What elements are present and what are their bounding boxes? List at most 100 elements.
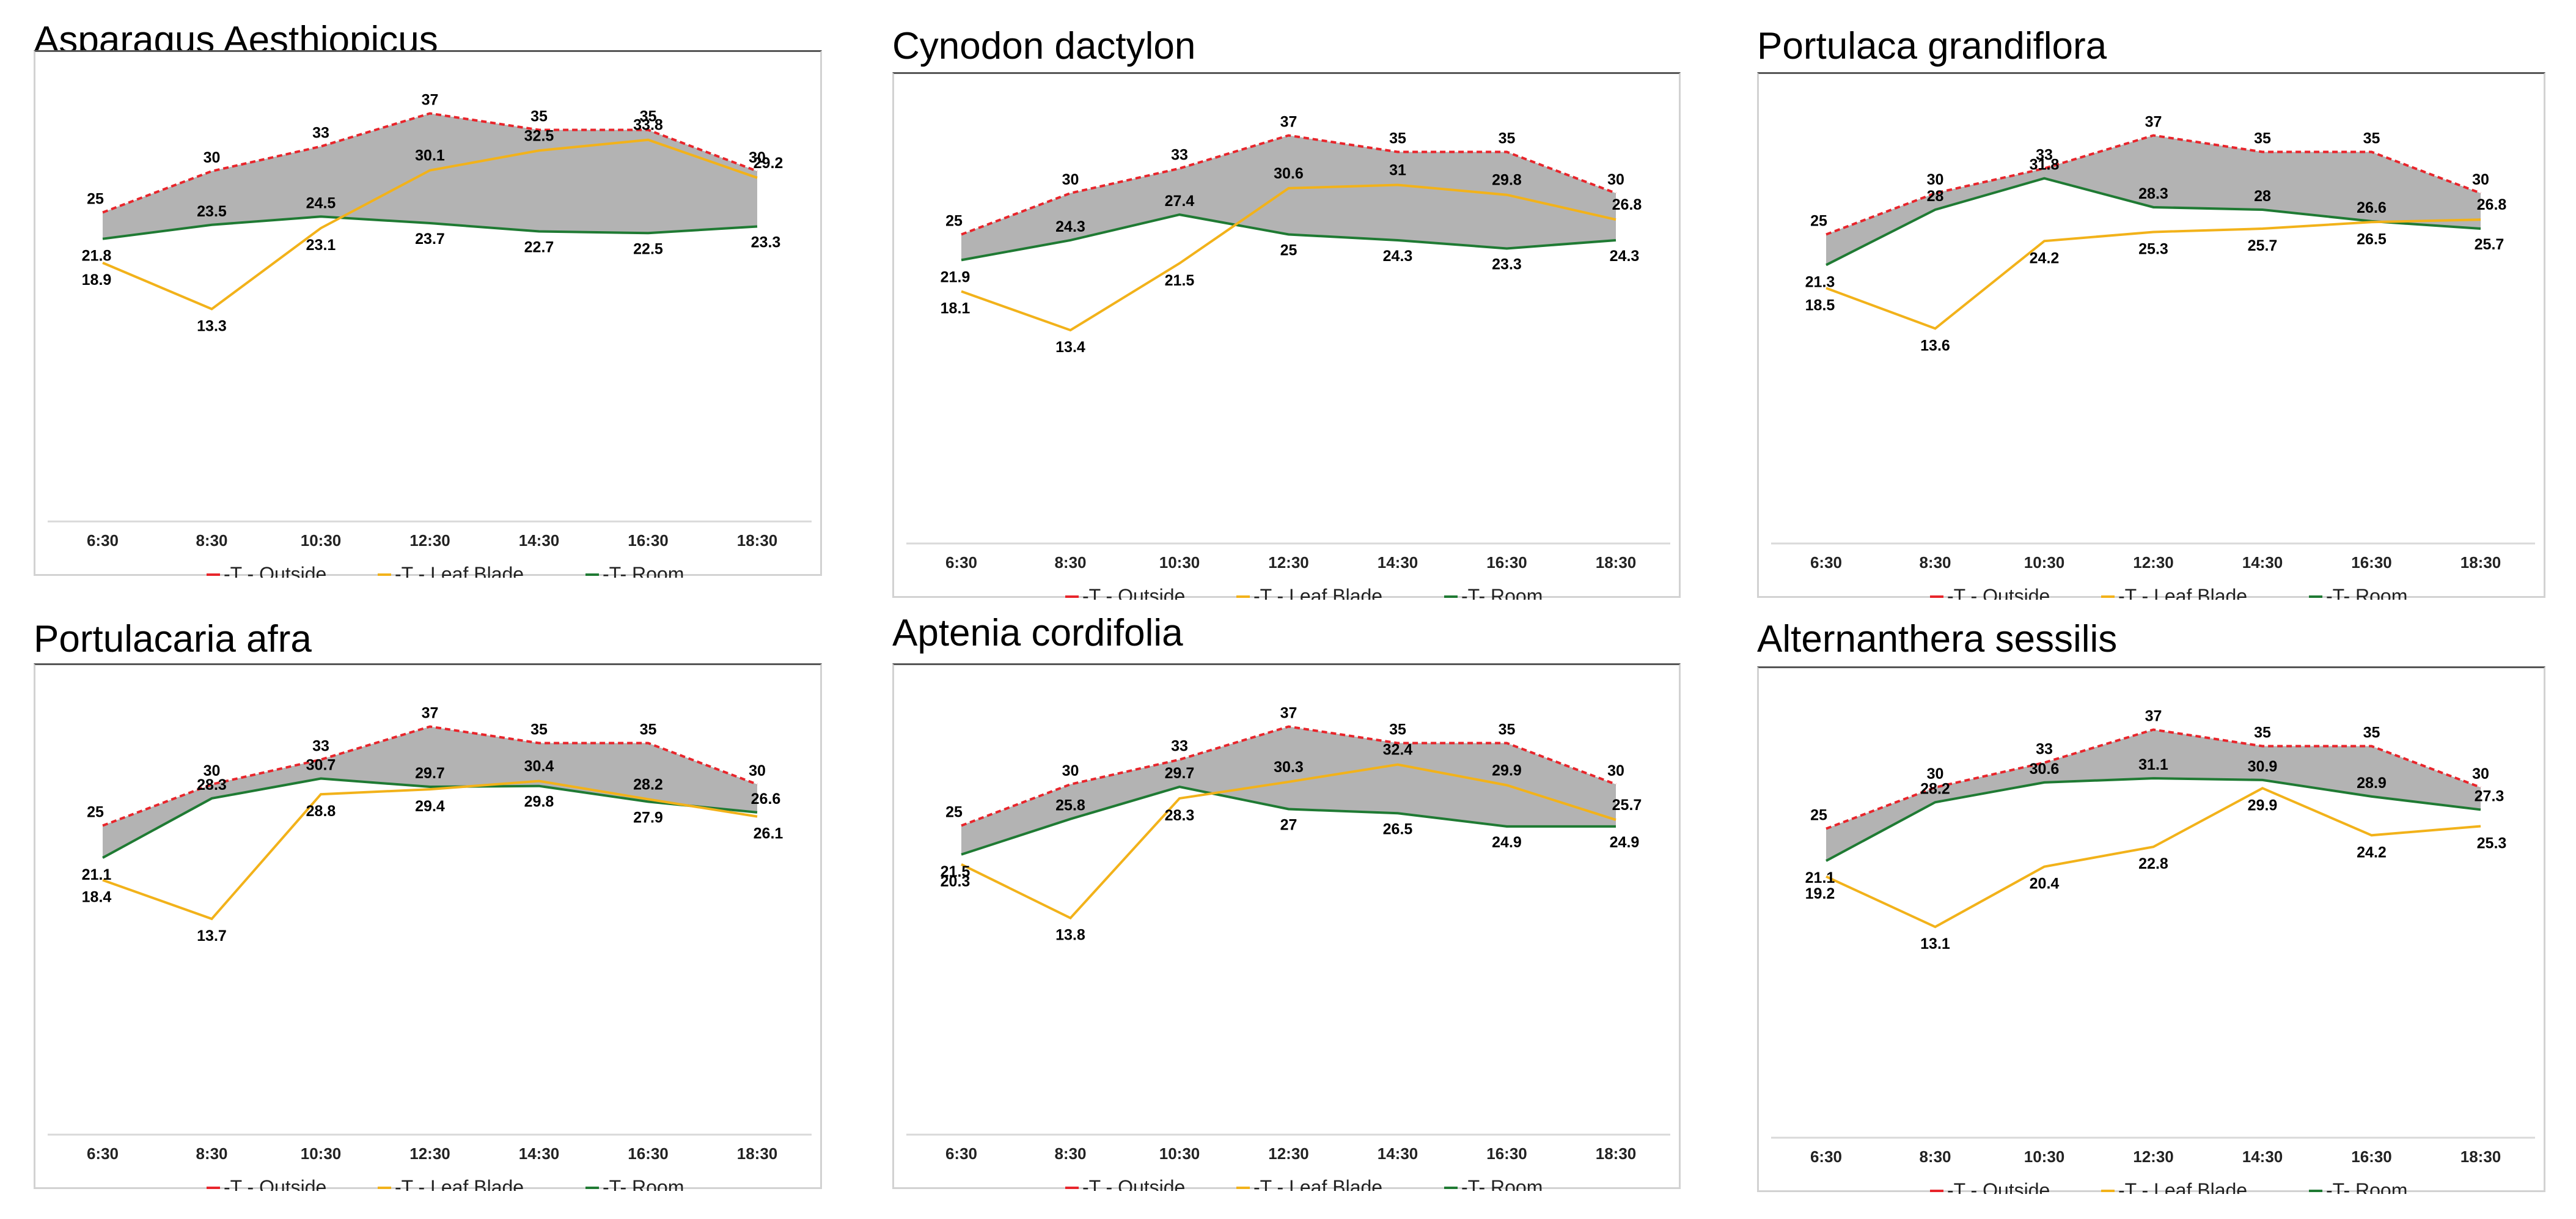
data-label-outside: 37 (1280, 705, 1297, 722)
data-label-leaf-blade: 28.2 (633, 776, 663, 793)
data-label-outside: 35 (640, 108, 657, 125)
data-label-room: 29.8 (524, 794, 554, 811)
x-tick-label: 16:30 (1486, 1144, 1527, 1163)
data-label-leaf-blade: 28.3 (1165, 807, 1195, 824)
data-label-room: 25.7 (2475, 236, 2504, 253)
data-label-leaf-blade: 26.8 (1612, 196, 1642, 213)
data-label-outside: 35 (2363, 724, 2380, 742)
data-label-leaf-blade: 20.3 (941, 873, 971, 890)
x-tick-label: 18:30 (2460, 1147, 2501, 1166)
data-label-leaf-blade: 30.6 (1274, 165, 1304, 182)
data-label-room: 21.1 (82, 866, 112, 883)
data-label-leaf-blade: 21.5 (1165, 272, 1195, 289)
x-tick-label: 12:30 (409, 531, 450, 550)
data-label-outside: 35 (640, 721, 657, 738)
legend-entry: -T - Leaf Blade (395, 1176, 524, 1191)
data-label-leaf-blade: 30.4 (524, 758, 554, 775)
data-label-outside: 37 (1280, 114, 1297, 131)
series-line-leaf-blade (102, 779, 758, 921)
data-label-outside: 35 (1389, 721, 1406, 738)
data-label-leaf-blade: 29.9 (2248, 797, 2278, 814)
data-label-room: 24.9 (1492, 834, 1522, 851)
legend-entry: -T- Room (2326, 585, 2407, 600)
data-label-outside: 37 (2145, 114, 2162, 131)
data-label-leaf-blade: 26.1 (754, 825, 783, 842)
data-label-room: 24.9 (1610, 834, 1640, 851)
x-tick-label: 6:30 (945, 1144, 977, 1163)
data-label-room: 25.8 (1055, 797, 1085, 814)
data-label-outside: 30 (1607, 171, 1624, 188)
data-label-leaf-blade: 29.2 (754, 155, 783, 172)
x-tick-label: 6:30 (1810, 553, 1842, 572)
series-line-outside (1826, 728, 2481, 830)
plot-area: 25 30 33 37 35 35 30 18.9 13.3 23.1 30.1 32.5 33.8 29… (34, 50, 822, 578)
data-label-outside: 30 (1607, 762, 1624, 779)
data-label-room: 24.5 (306, 194, 336, 212)
x-tick-label: 10:30 (301, 531, 342, 550)
data-label-outside: 33 (2036, 147, 2053, 164)
x-tick-label: 8:30 (1054, 553, 1086, 572)
data-label-leaf-blade: 30.3 (1274, 759, 1304, 776)
data-label-leaf-blade: 18.1 (941, 300, 971, 317)
chart-svg: 25 30 33 37 35 35 30 20.3 13.8 28.3 30.3 32.4 29.9 25… (906, 705, 1670, 1191)
data-label-room: 31.8 (2030, 157, 2060, 174)
data-label-leaf-blade: 13.6 (1920, 337, 1950, 354)
data-label-room: 29.7 (1165, 765, 1195, 782)
plot-area: 25 30 33 37 35 35 30 18.5 13.6 24.2 25.3 25.7 26.5 26… (1757, 72, 2545, 600)
data-label-leaf-blade: 20.4 (2030, 875, 2060, 893)
data-label-leaf-blade: 28.8 (306, 803, 336, 820)
data-label-outside: 37 (2145, 708, 2162, 725)
x-tick-label: 10:30 (301, 1144, 342, 1163)
data-label-leaf-blade: 19.2 (1805, 885, 1835, 902)
chart-title: Cynodon dactylon (892, 25, 1196, 67)
data-label-room: 24.3 (1383, 248, 1413, 265)
data-label-outside: 30 (2472, 171, 2489, 188)
data-label-outside: 30 (749, 762, 766, 779)
data-label-room: 22.7 (524, 239, 554, 256)
x-tick-label: 12:30 (2133, 1147, 2174, 1166)
data-label-outside: 37 (422, 705, 439, 722)
plot-area: 25 30 33 37 35 35 30 20.3 13.8 28.3 30.3 32.4 29.9 25… (892, 663, 1681, 1191)
x-tick-label: 10:30 (2024, 1147, 2065, 1166)
data-label-outside: 35 (2363, 130, 2380, 147)
plot-area: 25 30 33 37 35 35 30 18.1 13.4 21.5 30.6 31 29.8 26.8… (892, 72, 1681, 600)
x-tick-label: 16:30 (628, 531, 669, 550)
data-label-room: 28 (1927, 188, 1944, 205)
data-label-outside: 33 (1171, 738, 1188, 755)
data-label-leaf-blade: 29.9 (1492, 762, 1522, 779)
chart-title: Portulacaria afra (34, 618, 312, 660)
data-label-outside: 30 (204, 149, 221, 166)
series-line-leaf-blade (102, 138, 758, 311)
x-tick-label: 6:30 (945, 553, 977, 572)
chart-svg: 25 30 33 37 35 35 30 19.2 13.1 20.4 22.8 29.9 24.2 25… (1771, 708, 2535, 1194)
series-line-room (1826, 777, 2481, 862)
data-label-room: 22.5 (633, 240, 663, 257)
data-label-outside: 25 (87, 804, 104, 821)
x-tick-label: 12:30 (409, 1144, 450, 1163)
data-label-outside: 25 (945, 804, 963, 821)
data-label-outside: 33 (312, 125, 329, 142)
data-label-room: 23.3 (751, 234, 781, 251)
legend-entry: -T - Outside (1082, 1176, 1185, 1191)
data-label-outside: 25 (1810, 807, 1827, 824)
x-tick-label: 6:30 (87, 531, 119, 550)
data-label-outside: 30 (1062, 762, 1079, 779)
chart-svg: 25 30 33 37 35 35 30 18.9 13.3 23.1 30.1 32.5 33.8 29… (48, 92, 812, 578)
plot-area: 25 30 33 37 35 35 30 18.4 13.7 28.8 29.4 30.4 28.2 26… (34, 663, 822, 1191)
series-line-outside (961, 725, 1616, 827)
legend-entry: -T - Leaf Blade (2118, 1179, 2247, 1194)
x-tick-label: 6:30 (87, 1144, 119, 1163)
x-tick-label: 14:30 (2242, 1147, 2283, 1166)
data-label-outside: 35 (530, 108, 548, 125)
x-tick-label: 18:30 (2460, 553, 2501, 572)
data-label-leaf-blade: 18.9 (82, 271, 112, 289)
data-label-leaf-blade: 30.1 (415, 147, 445, 164)
data-label-room: 26.6 (751, 790, 781, 808)
x-tick-label: 18:30 (737, 531, 778, 550)
range-fill (1826, 135, 2481, 265)
data-label-room: 23.7 (415, 230, 445, 248)
data-label-leaf-blade: 23.1 (306, 237, 336, 254)
x-tick-label: 8:30 (1919, 553, 1951, 572)
data-label-room: 30.9 (2248, 758, 2278, 775)
x-tick-label: 14:30 (519, 531, 560, 550)
